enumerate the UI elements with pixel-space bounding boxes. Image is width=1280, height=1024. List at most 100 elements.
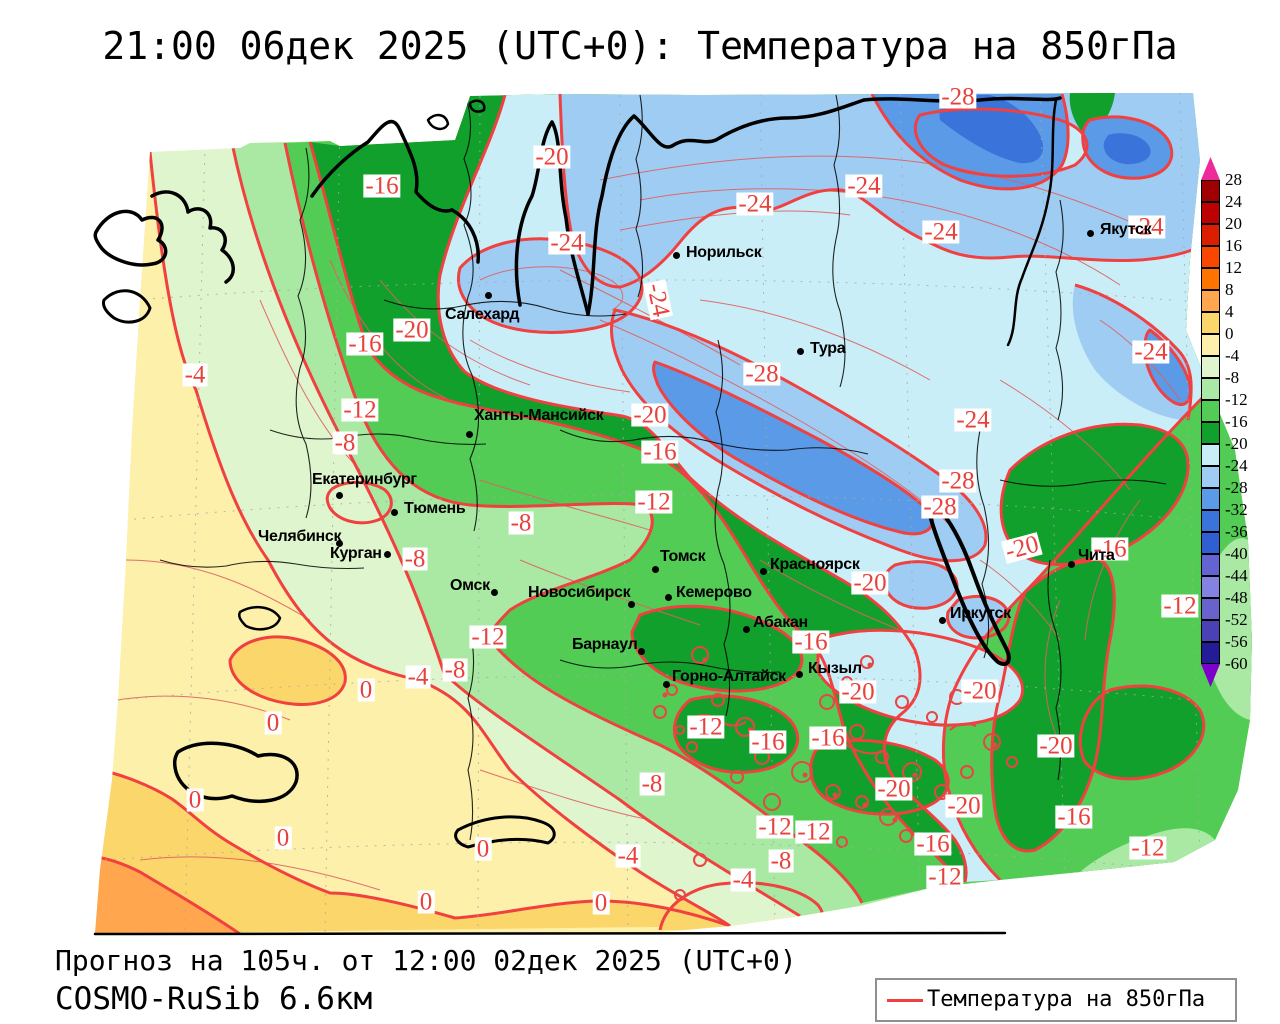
city-label: Тюмень: [391, 500, 466, 518]
colorbar-box: [1201, 334, 1220, 356]
contour-label: -4: [730, 866, 756, 894]
colorbar-tick-label: -4: [1225, 346, 1240, 365]
colorbar-tick-label: 4: [1225, 302, 1234, 321]
city-label: Салехард: [445, 292, 520, 324]
colorbar-box: [1201, 422, 1220, 444]
contour-label: -20: [945, 792, 983, 820]
city-dot-icon: [673, 252, 680, 259]
page-title: 21:00 06дек 2025 (UTC+0): Температура на…: [102, 24, 1178, 68]
contour-label: -12: [1129, 834, 1167, 862]
contour-label: -20: [839, 678, 877, 706]
city-label: Томск: [652, 548, 706, 573]
contour-label: -8: [442, 656, 468, 684]
contour-label: -20: [393, 316, 431, 344]
temperature-field: [95, 93, 1252, 934]
legend-label: Температура на 850гПа: [927, 987, 1206, 1012]
contour-label: -20: [631, 401, 669, 429]
model-info-line: COSMO-RuSib 6.6км: [55, 981, 373, 1017]
colorbar-tick-label: -12: [1225, 390, 1248, 409]
colorbar-tick-label: -56: [1225, 632, 1248, 651]
contour-label: -20: [961, 677, 999, 705]
contour-label: -20: [533, 143, 571, 171]
colorbar-box: [1201, 532, 1220, 554]
contour-label: -20: [875, 775, 913, 803]
contour-label: 0: [274, 824, 292, 852]
colorbar-box: [1201, 598, 1220, 620]
contour-label: -24: [736, 190, 774, 218]
colorbar-box: [1201, 488, 1220, 510]
contour-label: -16: [641, 438, 679, 466]
contour-label: -24: [641, 279, 675, 321]
colorbar-box: [1201, 268, 1220, 290]
city-dot-icon: [1087, 230, 1094, 237]
contour-label: -24: [845, 172, 883, 200]
contour-label: -8: [332, 429, 358, 457]
city-dot-icon: [743, 626, 750, 633]
colorbar-tick-label: -16: [1225, 412, 1248, 431]
contour-label: -8: [508, 509, 534, 537]
contour-label: -8: [639, 770, 665, 798]
colorbar-box: [1201, 202, 1220, 224]
city-label: Кызыл: [796, 660, 862, 678]
city-dot-icon: [336, 492, 343, 499]
contour-label: -20: [851, 569, 889, 597]
contour-label: -16: [363, 172, 401, 200]
contour-label: -16: [346, 330, 384, 358]
colorbar-box: [1201, 290, 1220, 312]
forecast-info-line: Прогноз на 105ч. от 12:00 02дек 2025 (UT…: [55, 944, 797, 977]
colorbar-box: [1201, 378, 1220, 400]
contour-label: -16: [1055, 803, 1093, 831]
city-dot-icon: [796, 671, 803, 678]
city-dot-icon: [652, 566, 659, 573]
city-label: Курган: [330, 545, 391, 563]
city-label: Красноярск: [760, 556, 860, 575]
colorbar-tick-label: -52: [1225, 610, 1248, 629]
colorbar-tick-label: -40: [1225, 544, 1248, 563]
contour-label: -12: [756, 813, 794, 841]
colorbar-box: [1201, 444, 1220, 466]
city-dot-icon: [663, 681, 670, 688]
city-label: Норильск: [673, 244, 762, 262]
contour-label: -8: [768, 847, 794, 875]
thin-contours: [117, 155, 1181, 891]
colorbar-tick-label: -44: [1225, 566, 1248, 585]
contour-label: -28: [921, 493, 959, 521]
city-dot-icon: [638, 648, 645, 655]
city-dot-icon: [391, 509, 398, 516]
contour-label: -4: [182, 361, 208, 389]
city-dot-icon: [939, 617, 946, 624]
contour-label: -4: [615, 842, 641, 870]
contour-label: -16: [809, 724, 847, 752]
contour-label: -24: [1132, 338, 1170, 366]
contour-label: -12: [635, 488, 673, 516]
colorbar-tick-label: -48: [1225, 588, 1248, 607]
colorbar-box: [1201, 400, 1220, 422]
city-label: Тура: [797, 340, 846, 358]
colorbar-tick-label: 16: [1225, 236, 1242, 255]
contour-label: -16: [1091, 535, 1129, 563]
colorbar-tick-label: -24: [1225, 456, 1248, 475]
city-dot-icon: [1068, 561, 1075, 568]
legend-line-icon: [887, 999, 923, 1002]
contour-label: -12: [469, 623, 507, 651]
contour-label: -16: [914, 830, 952, 858]
colorbar-box: [1201, 356, 1220, 378]
city-label: Кемерово: [665, 584, 752, 602]
city-label: Чита: [1068, 547, 1115, 568]
colorbar-box: [1201, 312, 1220, 334]
city-label: Омск: [450, 577, 498, 596]
contour-label: -12: [341, 396, 379, 424]
contour-label: -12: [1161, 592, 1199, 620]
contour-label: 0: [592, 889, 610, 917]
colorbar-tick-label: -36: [1225, 522, 1248, 541]
colorbar-tick-label: -28: [1225, 478, 1248, 497]
city-label: Челябинск: [258, 528, 343, 547]
colorbar-box: [1201, 224, 1220, 246]
colorbar-box: [1201, 466, 1220, 488]
legend-box: Температура на 850гПа: [875, 978, 1237, 1022]
city-dot-icon: [628, 601, 635, 608]
colorbar-tick-label: 0: [1225, 324, 1234, 343]
colorbar-tick-label: -8: [1225, 368, 1240, 387]
contour-label: -16: [792, 628, 830, 656]
city-label: Новосибирск: [528, 584, 635, 608]
